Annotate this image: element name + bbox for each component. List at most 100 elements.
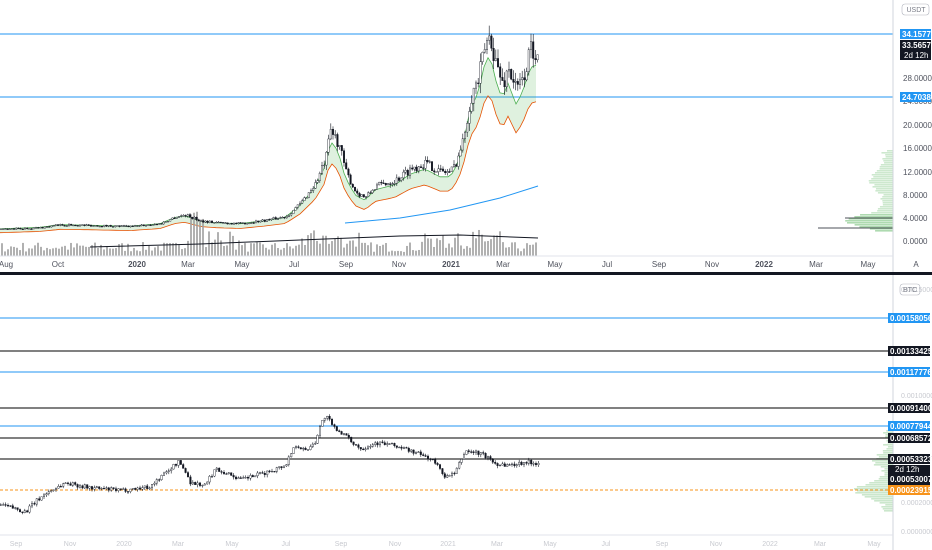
volume-bar bbox=[226, 245, 228, 256]
volume-bar bbox=[415, 250, 417, 256]
last-price-tag bbox=[900, 40, 931, 60]
candle-body bbox=[208, 220, 211, 223]
volume-bar bbox=[193, 212, 195, 256]
candle-body bbox=[386, 443, 389, 445]
profile-bar bbox=[881, 506, 893, 508]
candle-body bbox=[398, 177, 401, 181]
candle-body bbox=[428, 161, 431, 163]
profile-bar bbox=[871, 498, 893, 500]
time-axis[interactable]: Sep Nov 2020 Mar May Jul Sep Nov 2021 Mar May Jul Se… bbox=[10, 541, 881, 548]
candle-body bbox=[270, 218, 273, 221]
horizontal-levels[interactable] bbox=[0, 317, 893, 491]
candle-body bbox=[246, 477, 249, 479]
profile-bar bbox=[879, 476, 893, 478]
volume-bar bbox=[4, 251, 6, 256]
candle-body bbox=[279, 217, 282, 219]
x-tick-label: Oct bbox=[52, 260, 65, 269]
candle-body bbox=[14, 507, 17, 509]
candle-body bbox=[76, 225, 79, 227]
candle-body bbox=[225, 473, 228, 475]
profile-bar bbox=[878, 456, 893, 458]
volume-bar bbox=[409, 242, 411, 256]
volume-bar bbox=[346, 243, 348, 256]
volume-bar bbox=[151, 250, 153, 256]
candle-body bbox=[33, 503, 36, 505]
candle-body bbox=[242, 477, 245, 479]
volume-bar bbox=[109, 248, 111, 256]
profile-bar bbox=[879, 206, 893, 208]
candle-body bbox=[32, 227, 35, 230]
candle-body bbox=[63, 225, 66, 227]
y-tick-label: 4.0000 bbox=[903, 214, 928, 223]
profile-bar bbox=[875, 190, 893, 192]
profile-bar bbox=[883, 452, 893, 454]
horizontal-levels[interactable] bbox=[0, 33, 893, 98]
volume-bar bbox=[100, 244, 102, 256]
level-tag bbox=[888, 433, 930, 443]
candle-body bbox=[381, 441, 384, 443]
volume-bar bbox=[358, 232, 360, 256]
volume-bar bbox=[469, 247, 471, 256]
x-tick-label: Sep bbox=[652, 260, 667, 269]
candle-body bbox=[177, 460, 180, 466]
candle-body bbox=[323, 418, 326, 421]
btc-price-pane[interactable]: 0.001500000.001000000.000500000.00020000… bbox=[0, 275, 932, 550]
candle-body bbox=[321, 165, 324, 174]
profile-bar bbox=[861, 494, 893, 496]
x-tick-label: May bbox=[225, 541, 239, 548]
volume-bar bbox=[523, 248, 525, 256]
candle-body bbox=[38, 498, 41, 501]
volume-bar bbox=[460, 245, 462, 256]
candle-body bbox=[479, 61, 482, 84]
profile-bar bbox=[856, 486, 893, 488]
candle-body bbox=[439, 168, 442, 170]
candle-body bbox=[98, 486, 101, 489]
candle-body bbox=[340, 145, 343, 151]
usdt-price-pane[interactable]: USDT28.000024.000020.000016.000012.00008… bbox=[0, 0, 932, 272]
time-axis[interactable]: Aug Oct 2020 Mar May Jul Sep Nov 2021 Mar May Jul Se… bbox=[0, 260, 919, 269]
volume-bar bbox=[310, 233, 312, 256]
candle-body bbox=[512, 79, 515, 83]
volume-bar bbox=[118, 244, 120, 256]
candle-body bbox=[527, 49, 530, 72]
candle-body bbox=[164, 221, 167, 223]
candle-body bbox=[219, 221, 222, 224]
candle-body bbox=[0, 504, 2, 506]
candle-body bbox=[508, 464, 511, 466]
volume-bar bbox=[196, 211, 198, 256]
pane-separator[interactable] bbox=[0, 272, 932, 275]
candle-body bbox=[215, 467, 218, 470]
y-tick-label: 0.00020000 bbox=[901, 500, 932, 507]
x-tick-label: Mar bbox=[809, 260, 823, 269]
candle-body bbox=[92, 225, 95, 227]
candle-body bbox=[259, 220, 262, 223]
candle-body bbox=[436, 463, 439, 465]
candle-body bbox=[530, 459, 533, 465]
candle-body bbox=[499, 66, 502, 78]
volume-bar bbox=[22, 242, 24, 256]
candle-body bbox=[281, 216, 284, 219]
candle-body bbox=[312, 188, 315, 191]
price-candles bbox=[0, 25, 539, 230]
candle-body bbox=[483, 49, 486, 53]
candle-body bbox=[273, 471, 276, 473]
candle-body bbox=[141, 487, 144, 490]
profile-bar bbox=[874, 172, 893, 174]
candle-body bbox=[109, 225, 112, 227]
candle-body bbox=[241, 222, 244, 224]
volume-bar bbox=[514, 242, 516, 256]
x-tick-label: 2020 bbox=[128, 260, 146, 269]
price-candles bbox=[0, 414, 540, 515]
candle-body bbox=[350, 436, 353, 443]
volume-bar bbox=[175, 242, 177, 256]
candle-body bbox=[136, 487, 139, 490]
volume-bar bbox=[298, 244, 300, 256]
candle-body bbox=[85, 224, 88, 226]
candle-body bbox=[210, 220, 213, 223]
candle-body bbox=[15, 227, 18, 230]
candle-body bbox=[100, 226, 103, 228]
candle-body bbox=[285, 464, 288, 467]
profile-bar bbox=[883, 194, 893, 196]
candle-body bbox=[235, 222, 238, 225]
volume-bar bbox=[73, 247, 75, 256]
